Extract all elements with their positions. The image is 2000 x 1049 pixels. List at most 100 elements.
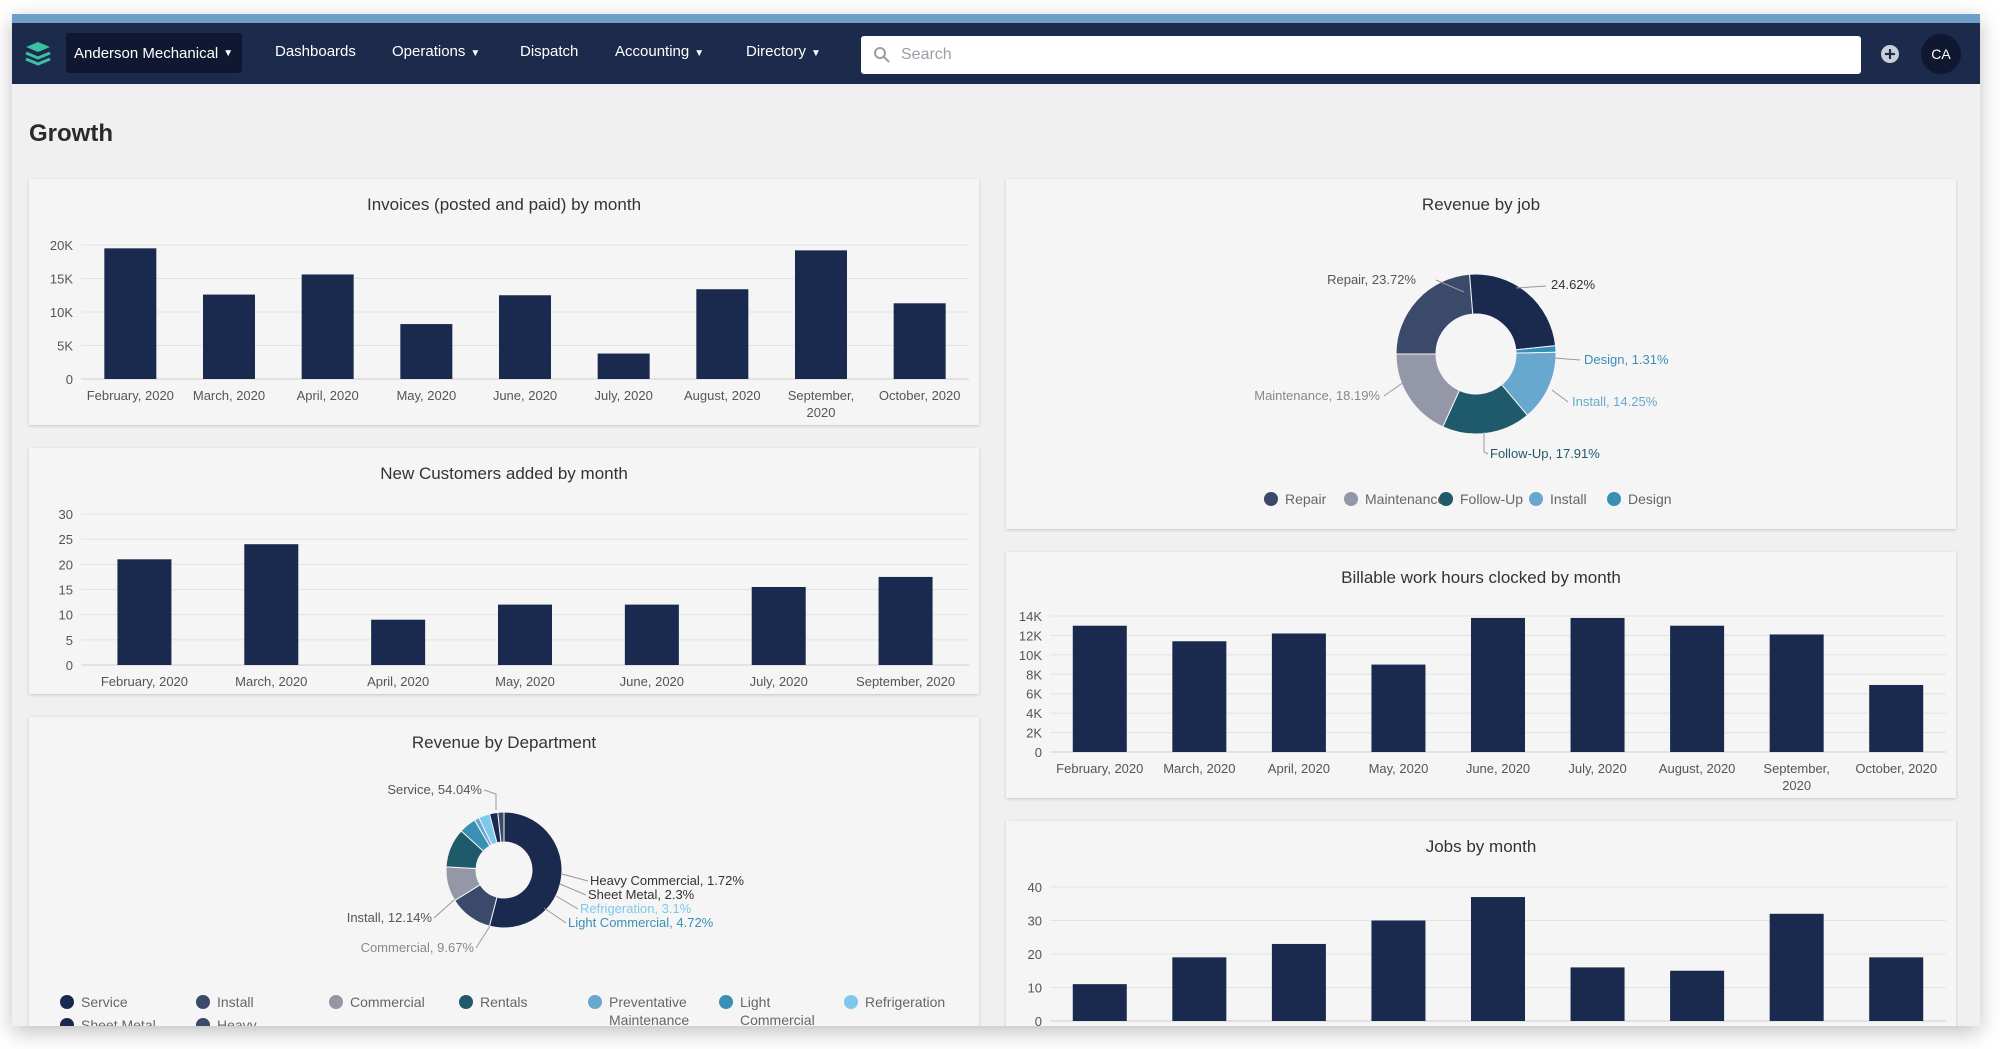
x-tick-label: September, <box>788 388 855 403</box>
bar[interactable] <box>1670 970 1725 1021</box>
search-icon <box>874 47 890 63</box>
bar[interactable] <box>1670 625 1725 752</box>
legend-marker <box>1264 492 1278 506</box>
chart-title: Revenue by job <box>1421 195 1541 214</box>
bar[interactable] <box>696 289 749 379</box>
nav-directory[interactable]: Directory ▼ <box>746 43 821 60</box>
legend-label: Maintenance <box>609 1012 689 1026</box>
chevron-down-icon: ▼ <box>811 48 821 59</box>
search-input[interactable]: Search <box>861 36 1861 74</box>
bar[interactable] <box>893 303 946 379</box>
search-placeholder: Search <box>901 46 952 63</box>
legend-marker <box>844 995 858 1009</box>
y-tick-label: 20 <box>59 557 73 572</box>
legend-label: Light <box>740 994 770 1010</box>
y-tick-label: 4K <box>1026 706 1042 721</box>
top-navbar: Anderson Mechanical ▼ Dashboards Operati… <box>12 23 1980 84</box>
bar[interactable] <box>1271 633 1326 752</box>
company-switcher[interactable]: Anderson Mechanical ▼ <box>66 33 242 73</box>
legend-label: Commercial <box>740 1012 815 1026</box>
x-tick-label: March, 2020 <box>235 674 307 689</box>
bar[interactable] <box>878 576 933 665</box>
legend-marker <box>196 995 210 1009</box>
nav-dashboards-label: Dashboards <box>275 43 356 60</box>
bar[interactable] <box>498 604 552 665</box>
x-tick-label: October, 2020 <box>879 388 961 403</box>
legend-label: Install <box>1550 491 1587 507</box>
y-tick-label: 20K <box>50 238 73 253</box>
chart-svg: Service, 54.04% Install, 12.14% Commercial… <box>60 782 945 1026</box>
bar[interactable] <box>1371 664 1426 752</box>
nav-operations[interactable]: Operations ▼ <box>392 43 480 60</box>
nav-dispatch[interactable]: Dispatch <box>520 43 578 60</box>
pie-slice[interactable] <box>1469 273 1557 351</box>
bar[interactable] <box>1072 984 1127 1021</box>
pie-slice[interactable] <box>488 811 563 929</box>
pie-slice[interactable] <box>497 811 505 843</box>
y-tick-label: 10 <box>1028 981 1042 996</box>
bar[interactable] <box>1172 957 1227 1021</box>
bar[interactable] <box>400 324 453 379</box>
pie-slice[interactable] <box>1395 353 1461 428</box>
y-tick-label: 12K <box>1019 628 1042 643</box>
slice-label: Install, 12.14% <box>347 910 433 925</box>
chart-svg: 0 2K 4K 6K 8K 10K 12K 14K February, 2020 March, 2… <box>1019 609 1946 793</box>
bar[interactable] <box>1172 641 1227 752</box>
x-tick-label: April, 2020 <box>1268 761 1330 776</box>
bar[interactable] <box>1570 967 1625 1021</box>
bar[interactable] <box>597 353 650 379</box>
bar[interactable] <box>1471 617 1525 752</box>
bar[interactable] <box>1769 913 1824 1021</box>
label-leader-line <box>1551 389 1569 403</box>
bar[interactable] <box>1570 617 1625 752</box>
company-name: Anderson Mechanical <box>74 44 219 62</box>
x-tick-label: October, 2020 <box>1855 761 1937 776</box>
legend-label: Design <box>1628 491 1672 507</box>
label-leader-line <box>543 907 567 924</box>
label-leader-line <box>1483 432 1489 455</box>
chart-svg: 0 5 10 15 20 25 30 February, 2020 March, 2020 Apr… <box>59 507 969 689</box>
bar[interactable] <box>1869 684 1924 752</box>
slice-label: Heavy Commercial, 1.72% <box>590 873 744 888</box>
bar[interactable] <box>1371 920 1426 1022</box>
chart-title: Jobs by month <box>1425 837 1537 856</box>
y-tick-label: 0 <box>1035 745 1042 760</box>
bar[interactable] <box>104 248 157 379</box>
bar[interactable] <box>301 274 354 379</box>
app-logo-icon[interactable] <box>22 37 54 69</box>
bar[interactable] <box>751 586 806 665</box>
label-leader-line <box>1383 381 1405 397</box>
bar[interactable] <box>371 619 426 665</box>
bar[interactable] <box>117 559 172 665</box>
bar[interactable] <box>1869 957 1924 1021</box>
y-tick-label: 10K <box>50 305 73 320</box>
y-tick-label: 25 <box>59 532 73 547</box>
bar[interactable] <box>624 604 679 665</box>
y-tick-label: 0 <box>66 658 73 673</box>
nav-accounting[interactable]: Accounting ▼ <box>615 43 704 60</box>
bar[interactable] <box>203 294 255 379</box>
add-icon[interactable] <box>1879 43 1901 65</box>
x-tick-label: February, 2020 <box>1056 761 1143 776</box>
bar[interactable] <box>1072 625 1127 752</box>
bar[interactable] <box>795 250 847 379</box>
x-tick-label: July, 2020 <box>750 674 808 689</box>
x-tick-label: August, 2020 <box>684 388 761 403</box>
bar[interactable] <box>1271 943 1326 1021</box>
bar[interactable] <box>499 295 551 379</box>
bar[interactable] <box>1471 897 1525 1021</box>
y-tick-label: 20 <box>1028 947 1042 962</box>
chevron-down-icon: ▼ <box>223 47 234 59</box>
slice-label: Follow-Up, 17.91% <box>1490 446 1600 461</box>
user-avatar[interactable]: CA <box>1921 34 1961 74</box>
legend-label: Service <box>81 994 128 1010</box>
y-tick-label: 10 <box>59 608 73 623</box>
bar[interactable] <box>1769 634 1824 752</box>
legend-marker <box>1439 492 1453 506</box>
nav-directory-label: Directory <box>746 43 807 60</box>
nav-dashboards[interactable]: Dashboards <box>275 43 356 60</box>
x-tick-label: May, 2020 <box>1369 761 1429 776</box>
label-leader-line <box>555 895 579 910</box>
bar[interactable] <box>244 544 299 665</box>
label-leader-line <box>1435 279 1465 293</box>
